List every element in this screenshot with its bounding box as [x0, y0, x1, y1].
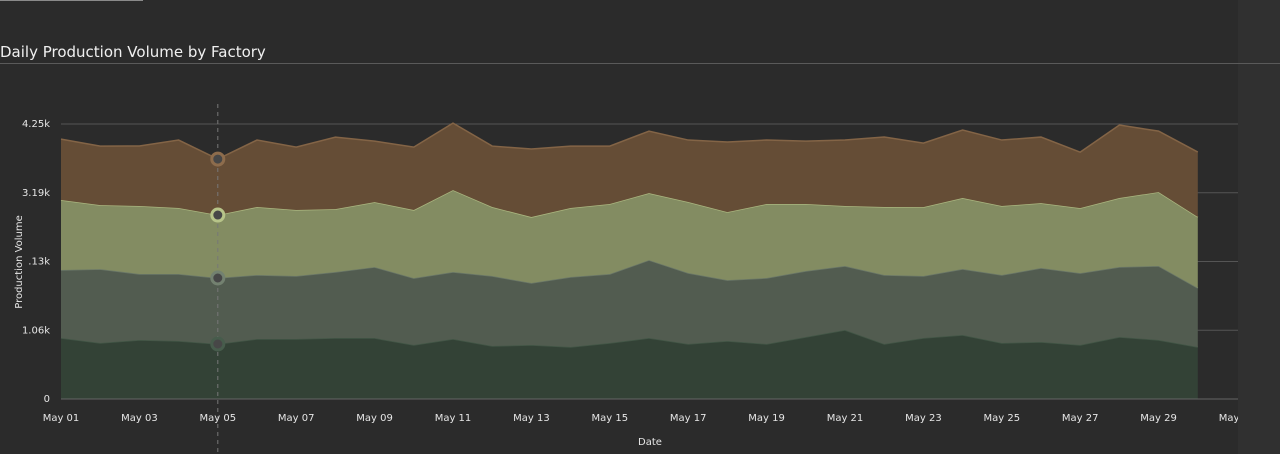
area	[61, 123, 1198, 218]
y-tick-label: 1.06k	[22, 325, 50, 336]
x-tick-label: May 23	[905, 413, 942, 424]
hover-dot	[210, 336, 226, 352]
hover-dot	[210, 151, 226, 167]
y-axis-title: Production Volume	[14, 215, 25, 309]
x-tick-label: May 27	[1062, 413, 1099, 424]
x-tick-label: May 07	[278, 413, 315, 424]
x-tick-label: May 25	[984, 413, 1021, 424]
tab-indicator	[0, 0, 143, 1]
side-strip	[1238, 0, 1280, 454]
x-tick-label: May 29	[1140, 413, 1177, 424]
area	[61, 330, 1198, 399]
y-tick-label: 0	[44, 394, 50, 405]
x-tick-label: May 13	[513, 413, 550, 424]
x-tick-label: May 01	[43, 413, 80, 424]
chart: Production Volume Date 0 1.06k .13k 3.19k 4.…	[14, 104, 1238, 454]
x-tick-label: May 09	[356, 413, 393, 424]
x-tick-label: May 15	[592, 413, 629, 424]
x-tick-label: May 31	[1219, 413, 1238, 424]
y-tick-label: 4.25k	[22, 119, 50, 130]
x-tick-label: May 05	[200, 413, 237, 424]
x-tick-label: May 11	[435, 413, 472, 424]
area	[61, 260, 1198, 348]
title-rule	[0, 63, 1280, 64]
x-tick-label: May 19	[748, 413, 785, 424]
y-tick-label: 3.19k	[22, 188, 50, 199]
hover-dot	[210, 207, 226, 223]
hover-dot	[210, 270, 226, 286]
chart-title: Daily Production Volume by Factory	[0, 43, 266, 61]
area-edge	[60, 122, 1199, 160]
x-tick-label: May 17	[670, 413, 707, 424]
x-axis-title: Date	[638, 437, 662, 448]
y-tick-label: .13k	[28, 257, 50, 268]
x-tick-label: May 03	[121, 413, 158, 424]
area	[61, 190, 1198, 289]
x-tick-label: May 21	[827, 413, 864, 424]
